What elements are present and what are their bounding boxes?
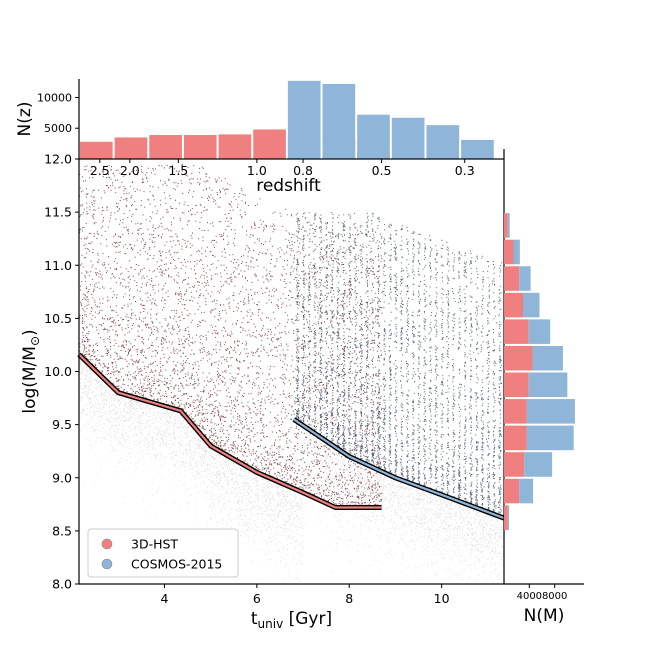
redshift-bar-COSMOS-2015 <box>287 80 321 159</box>
redshift-bar-3D-HST <box>114 137 148 159</box>
mass-bar-3D-HST <box>504 478 520 504</box>
y-tick-label: 8.5 <box>52 523 72 538</box>
redshift-bar-3D-HST <box>183 135 217 159</box>
redshift-bar-3D-HST <box>253 129 286 159</box>
y-tick-label: 11.5 <box>44 205 72 220</box>
cosmos-completeness-line <box>292 417 505 521</box>
redshift-tick-label: 1.0 <box>247 163 267 178</box>
legend-label: COSMOS-2015 <box>131 557 222 572</box>
redshift-bar-3D-HST <box>80 141 113 159</box>
mass-bar-3D-HST <box>504 345 533 371</box>
x-axis-label: tuniv [Gyr] <box>251 609 332 631</box>
redshift-tick-label: 2.5 <box>90 163 110 178</box>
y-tick-label: 12.0 <box>44 152 72 167</box>
top-hist-ylabel: N(z) <box>15 102 35 137</box>
main-scatter-panel: 8.0 8.5 9.0 9.5 10.0 10.5 11.0 11.5 12.0 4 6 8 10 2.5… <box>20 152 505 631</box>
scatter-points <box>79 164 504 584</box>
legend-label: 3D-HST <box>131 537 178 552</box>
redshift-bar-3D-HST <box>149 135 182 159</box>
top-hist-tick-label: 5000 <box>44 122 72 135</box>
right-hist-xlabel: N(M) <box>524 606 565 626</box>
redshift-bar-COSMOS-2015 <box>322 83 356 159</box>
mass-bar-3D-HST <box>504 399 527 424</box>
redshift-tick-label: 0.3 <box>455 163 475 178</box>
redshift-bar-COSMOS-2015 <box>357 114 390 159</box>
redshift-bar-3D-HST <box>218 134 252 159</box>
mass-bar-COSMOS-2015 <box>507 505 510 530</box>
mass-bar-COSMOS-2015 <box>528 319 551 344</box>
mass-bar-COSMOS-2015 <box>526 399 575 424</box>
mass-bar-3D-HST <box>504 213 508 238</box>
legend: 3D-HST COSMOS-2015 <box>87 528 239 578</box>
mass-bar-3D-HST <box>504 372 529 398</box>
y-tick-label: 8.0 <box>52 577 72 592</box>
redshift-tick-label: 2.0 <box>120 163 140 178</box>
redshift-tick-label: 1.5 <box>168 163 188 178</box>
redshift-tick-label: 0.5 <box>372 163 392 178</box>
x-tick-label: 6 <box>253 591 261 606</box>
mass-bar-3D-HST <box>504 292 523 318</box>
mass-bar-COSMOS-2015 <box>532 345 563 371</box>
mass-bar-COSMOS-2015 <box>513 239 520 265</box>
y-tick-label: 9.5 <box>52 417 72 432</box>
y-tick-label: 9.0 <box>52 470 72 485</box>
y-tick-label: 10.0 <box>44 364 72 379</box>
redshift-tick-label: 0.8 <box>293 163 313 178</box>
legend-box <box>87 528 239 578</box>
right-hist-tick-label: 8000 <box>542 591 567 602</box>
redshift-bar-COSMOS-2015 <box>461 139 494 159</box>
mass-histogram: 4000 8000 N(M) <box>504 213 584 626</box>
y-tick-label: 10.5 <box>44 311 72 326</box>
mass-bar-3D-HST <box>504 452 525 477</box>
top-hist-tick-label: 10000 <box>37 91 72 104</box>
right-hist-tick-label: 4000 <box>517 591 542 602</box>
3dhst-completeness-line <box>77 352 382 510</box>
incomplete-points <box>79 351 504 584</box>
mass-bar-3D-HST <box>504 266 520 291</box>
mass-bar-COSMOS-2015 <box>507 213 510 238</box>
redshift-axis-label: redshift <box>256 176 321 196</box>
legend-marker <box>101 538 113 550</box>
redshift-bar-COSMOS-2015 <box>426 125 460 159</box>
x-tick-label: 8 <box>345 591 353 606</box>
mass-bar-COSMOS-2015 <box>524 452 553 477</box>
mass-bar-3D-HST <box>504 319 529 344</box>
mass-bar-COSMOS-2015 <box>519 478 534 504</box>
y-axis-label: log(M/M⊙) <box>20 329 42 413</box>
x-tick-label: 10 <box>434 591 450 606</box>
mass-bar-COSMOS-2015 <box>523 292 540 318</box>
mass-bar-COSMOS-2015 <box>526 425 574 451</box>
mass-bar-3D-HST <box>504 505 508 530</box>
redshift-bar-COSMOS-2015 <box>391 117 425 159</box>
x-tick-label: 4 <box>160 591 168 606</box>
3dhst-points <box>79 164 383 509</box>
mass-bar-COSMOS-2015 <box>528 372 568 398</box>
y-tick-label: 11.0 <box>44 258 72 273</box>
mass-bar-3D-HST <box>504 425 527 451</box>
mass-bar-COSMOS-2015 <box>519 266 531 291</box>
cosmos-points <box>289 212 504 518</box>
legend-marker <box>101 558 113 570</box>
mass-bar-3D-HST <box>504 239 514 265</box>
